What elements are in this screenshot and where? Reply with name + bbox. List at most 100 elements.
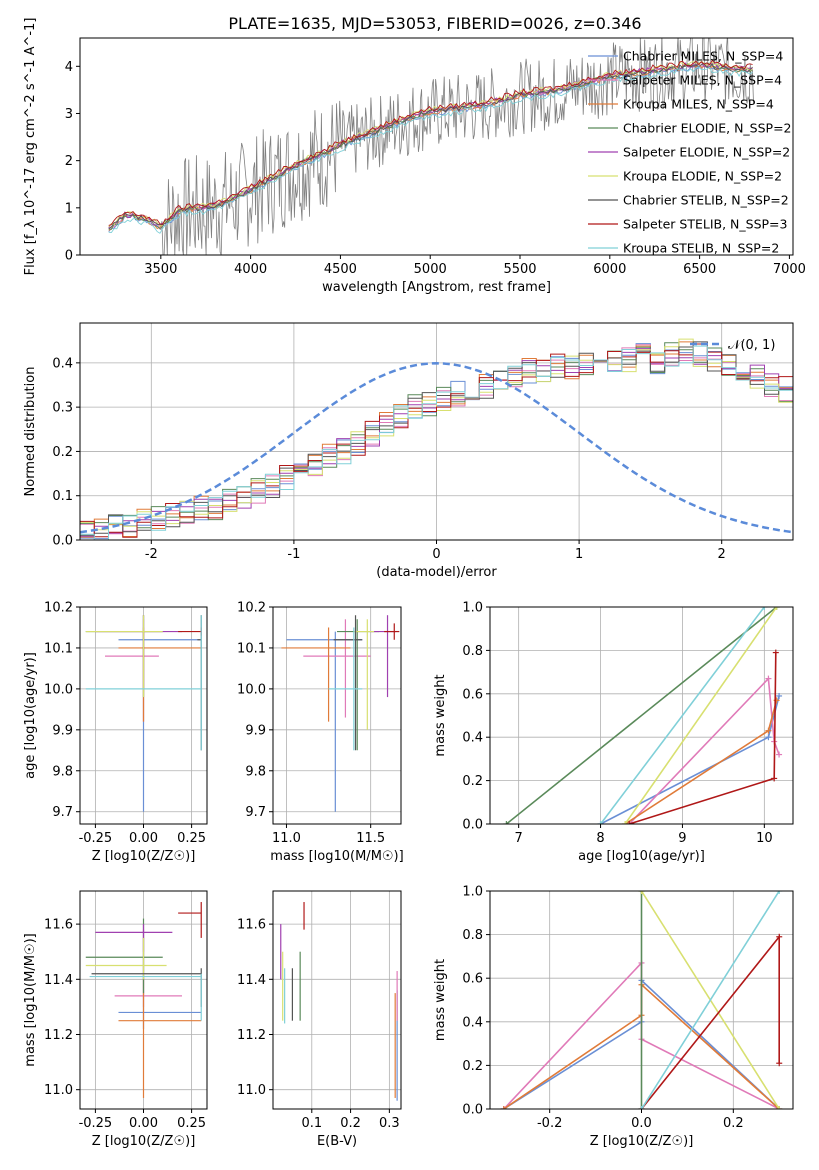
legend-label: Kroupa MILES, N_SSP=4	[623, 97, 774, 112]
y-tick-label: 0.8	[462, 928, 483, 943]
y-tick-label: 9.8	[52, 764, 73, 779]
x-tick-label: 5000	[414, 262, 447, 277]
x-tick-label: 11.0	[272, 831, 301, 846]
x-tick-label: -2	[145, 547, 158, 562]
y-tick-label: 1	[65, 201, 73, 216]
y-tick-label: 3	[65, 107, 73, 122]
y-tick-label: 0.4	[462, 731, 483, 746]
panel-residuals: -2 -1 0 1 2 0.0 0.1 0.2 0.3 0.4 (data-model)/error…	[23, 322, 794, 580]
x-tick-label: 0.3	[379, 1116, 400, 1131]
model-spectrum-line	[108, 66, 753, 234]
y-tick-label: 9.8	[245, 764, 266, 779]
panel-age_vs_Z: -0.25 0.00 0.25 9.7 9.8 9.9 10.0 10.1 10.2 Z [log…	[23, 601, 208, 864]
x-axis-label: wavelength [Angstrom, rest frame]	[322, 280, 551, 295]
plot-area	[85, 902, 202, 1098]
y-axis-label: age [log10(age/yr)]	[23, 652, 38, 779]
y-tick-label: 10.1	[237, 641, 266, 656]
plot-area	[503, 607, 783, 824]
y-tick-label: 0.0	[52, 534, 73, 549]
x-tick-label: 2	[718, 547, 726, 562]
panel-mass_vs_EBV: 0.1 0.2 0.3 11.0 11.2 11.4 11.6 E(B-V)	[237, 890, 402, 1149]
x-tick-label: 11.5	[356, 831, 385, 846]
y-tick-label: 11.0	[44, 1083, 73, 1098]
x-tick-label: 8	[596, 831, 604, 846]
x-axis-label: (data-model)/error	[376, 565, 497, 580]
y-tick-label: 0.2	[462, 774, 483, 789]
x-tick-label: 0.2	[723, 1116, 744, 1131]
x-tick-label: 0.25	[177, 1116, 206, 1131]
x-tick-label: 1	[575, 547, 583, 562]
legend-label: Kroupa ELODIE, N_SSP=2	[623, 169, 782, 184]
y-tick-label: 9.9	[52, 723, 73, 738]
y-tick-label: 11.2	[44, 1028, 73, 1043]
y-tick-label: 4	[65, 60, 73, 75]
x-tick-label: 5500	[503, 262, 536, 277]
weight-line	[640, 891, 780, 1109]
model-spectrum-line	[108, 59, 753, 226]
y-tick-label: 0.4	[462, 1015, 483, 1030]
y-axis-label: mass [log10(M/M☉)]	[23, 933, 38, 1066]
x-tick-label: -0.2	[537, 1116, 562, 1131]
x-axis-label: age [log10(age/yr)]	[578, 849, 705, 864]
y-tick-label: 0.3	[52, 401, 73, 416]
plot-area	[500, 891, 783, 1109]
plot-area	[85, 615, 202, 812]
x-tick-label: 10	[756, 831, 773, 846]
x-axis-label: E(B-V)	[317, 1134, 357, 1149]
y-tick-label: 11.2	[237, 1028, 266, 1043]
y-tick-label: 10.2	[237, 601, 266, 616]
model-spectrum-line	[108, 61, 753, 229]
y-axis-label: Flux [f_λ 10^-17 erg cm^-2 s^-1 A^-1]	[23, 18, 38, 276]
y-tick-label: 1.0	[462, 601, 483, 616]
y-tick-label: 9.7	[52, 805, 73, 820]
x-tick-label: 4500	[324, 262, 357, 277]
residual-histogram	[80, 343, 793, 540]
x-tick-label: 0.0	[631, 1116, 652, 1131]
y-axis-label: mass weight	[433, 674, 448, 756]
x-tick-label: 3500	[144, 262, 177, 277]
y-axis-label: mass weight	[433, 959, 448, 1041]
plot-area	[281, 615, 400, 812]
panel-weight_vs_Z: -0.2 0.0 0.2 0.0 0.2 0.4 0.6 0.8 1.0 Z [log10(Z/Z…	[433, 885, 794, 1149]
y-tick-label: 9.7	[245, 805, 266, 820]
x-tick-label: 4000	[234, 262, 267, 277]
x-tick-label: 6500	[683, 262, 716, 277]
y-tick-label: 10.1	[44, 641, 73, 656]
gaussian-curve	[80, 362, 793, 534]
residual-histogram	[80, 348, 793, 537]
x-tick-label: -1	[287, 547, 300, 562]
x-tick-label: 9	[678, 831, 686, 846]
y-tick-label: 0.0	[462, 818, 483, 833]
x-tick-label: 0.1	[301, 1116, 322, 1131]
y-tick-label: 0.0	[462, 1103, 483, 1118]
x-tick-label: 0.00	[129, 831, 158, 846]
axes-frame	[272, 606, 402, 825]
legend-label: 𝒩(0, 1)	[728, 338, 775, 353]
x-tick-label: 0	[432, 547, 440, 562]
x-tick-label: 7	[515, 831, 523, 846]
x-tick-label: 0.2	[340, 1116, 361, 1131]
axes-frame	[79, 37, 794, 256]
x-tick-label: -0.25	[79, 1116, 113, 1131]
panel-spectrum: 3500 4000 4500 5000 5500 6000 6500 7000 0 1 2 3 4 wav…	[23, 18, 806, 295]
y-tick-label: 10.2	[44, 601, 73, 616]
x-tick-label: 0.00	[129, 1116, 158, 1131]
panel-age_vs_mass: 11.0 11.5 9.7 9.8 9.9 10.0 10.1 10.2 mass [log10…	[237, 601, 404, 865]
weight-line	[624, 607, 778, 824]
legend-label: Salpeter ELODIE, N_SSP=2	[623, 145, 790, 160]
y-tick-label: 11.4	[237, 973, 266, 988]
plot-area	[280, 902, 398, 1101]
y-tick-label: 10.0	[44, 682, 73, 697]
x-axis-label: Z [log10(Z/Z☉)]	[92, 1134, 196, 1149]
legend-label: Kroupa STELIB, N_SSP=2	[623, 241, 779, 256]
plot-area	[80, 338, 793, 540]
x-tick-label: 7000	[773, 262, 806, 277]
y-tick-label: 0	[65, 249, 73, 264]
figure-title: PLATE=1635, MJD=53053, FIBERID=0026, z=0…	[228, 14, 641, 33]
x-axis-label: Z [log10(Z/Z☉)]	[92, 849, 196, 864]
y-tick-label: 11.6	[237, 918, 266, 933]
legend-label: Salpeter MILES, N_SSP=4	[623, 73, 782, 88]
y-tick-label: 2	[65, 154, 73, 169]
x-axis-label: Z [log10(Z/Z☉)]	[590, 1134, 694, 1149]
